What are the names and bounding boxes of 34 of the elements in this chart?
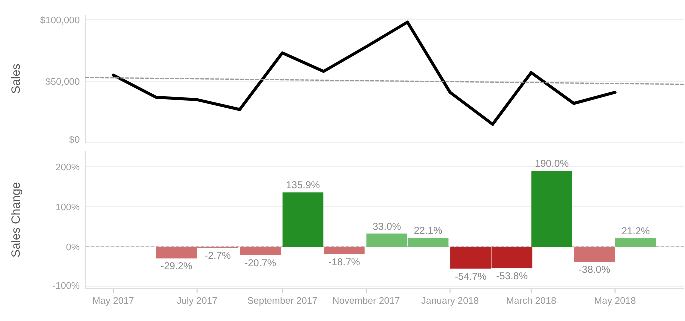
- line-series: [112, 20, 617, 126]
- data-label: 190.0%: [535, 159, 570, 170]
- bar: [324, 247, 365, 254]
- x-tick-label: January 2018: [422, 296, 480, 307]
- data-label: -20.7%: [244, 258, 277, 270]
- data-label: 22.1%: [414, 226, 443, 238]
- x-tick-label: March 2018: [506, 296, 556, 307]
- y-tick-label: 0%: [66, 242, 81, 254]
- bar: [282, 192, 324, 247]
- x-tick-label: May 2017: [92, 296, 134, 307]
- data-label: 33.0%: [372, 222, 402, 233]
- data-label: -38.0%: [578, 265, 611, 276]
- y-tick-label: $50,000: [46, 76, 80, 88]
- bar: [615, 238, 656, 247]
- bar: [532, 171, 572, 247]
- y-tick-label: -100%: [52, 281, 81, 292]
- data-label: -53.8%: [496, 272, 528, 283]
- x-tick-label: September 2017: [247, 296, 318, 307]
- y-tick-label: 200%: [56, 162, 81, 174]
- y-axis-title: Sales Change: [9, 182, 23, 258]
- y-tick-label: $100,000: [40, 15, 80, 26]
- data-label: -29.2%: [160, 262, 193, 273]
- x-tick-label: May 2018: [594, 296, 636, 307]
- x-tick-label: November 2017: [332, 296, 400, 307]
- y-tick-label: $0: [69, 135, 80, 146]
- data-label: -2.7%: [204, 251, 232, 262]
- data-label: -54.7%: [455, 272, 487, 283]
- x-tick-label: July 2017: [177, 296, 218, 307]
- data-label: -18.7%: [328, 257, 360, 268]
- bar: [574, 247, 616, 262]
- y-tick-label: 100%: [56, 202, 81, 214]
- data-label: 135.9%: [286, 180, 320, 192]
- y-axis-title: Sales: [9, 64, 23, 94]
- data-label: 21.2%: [622, 226, 650, 238]
